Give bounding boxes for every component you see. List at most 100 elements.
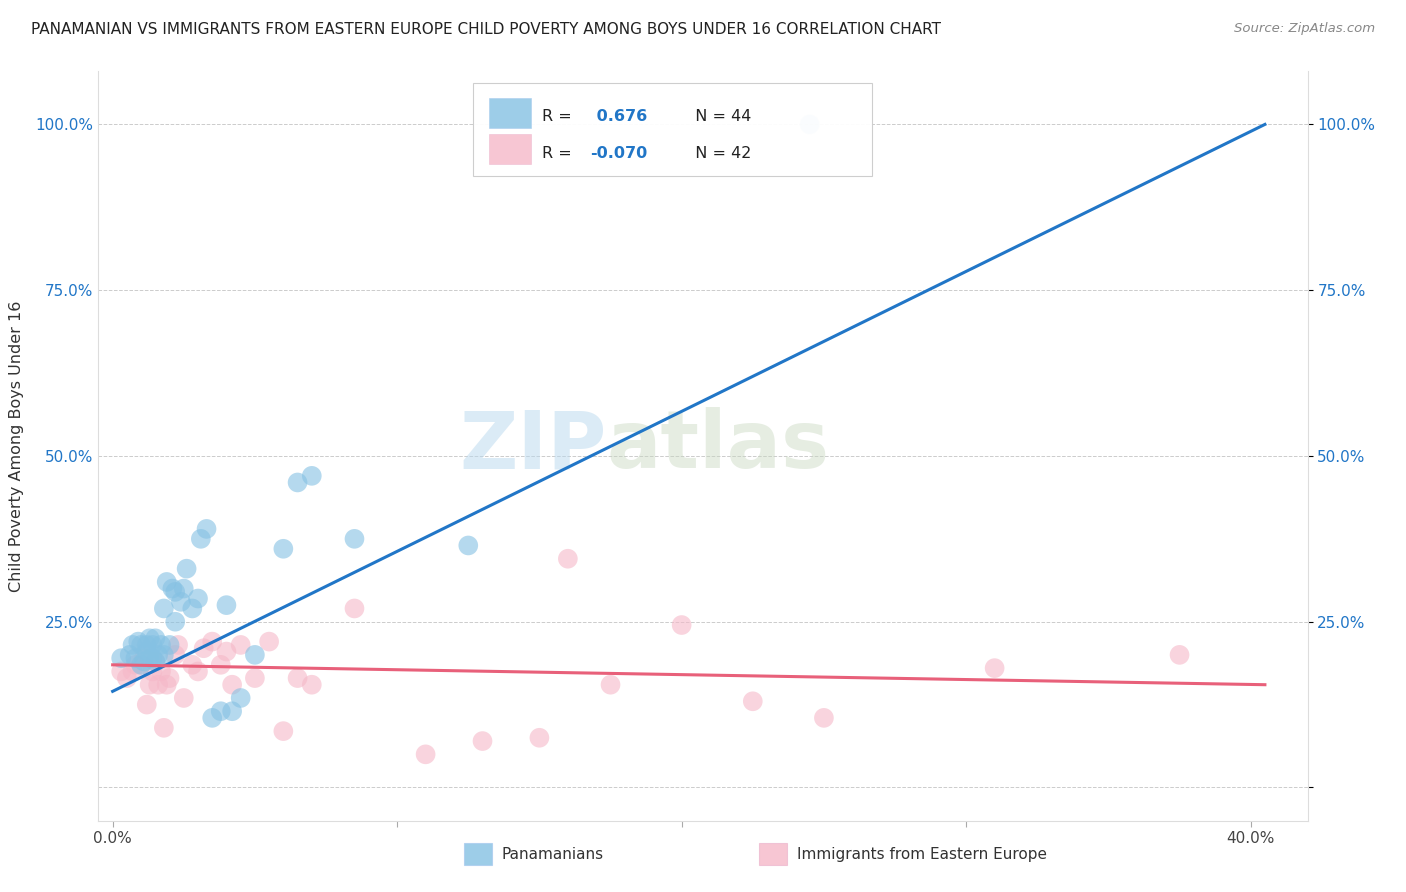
Point	[167, 638, 190, 652]
Point	[121, 638, 143, 652]
Point	[529, 731, 551, 745]
Point	[273, 724, 295, 739]
Point	[187, 591, 209, 606]
Text: N = 44: N = 44	[685, 109, 751, 124]
Point	[215, 644, 238, 658]
Text: Source: ZipAtlas.com: Source: ZipAtlas.com	[1234, 22, 1375, 36]
Point	[181, 601, 204, 615]
Text: PANAMANIAN VS IMMIGRANTS FROM EASTERN EUROPE CHILD POVERTY AMONG BOYS UNDER 16 C: PANAMANIAN VS IMMIGRANTS FROM EASTERN EU…	[31, 22, 941, 37]
FancyBboxPatch shape	[464, 843, 492, 865]
Point	[671, 618, 693, 632]
Point	[243, 648, 266, 662]
Text: N = 42: N = 42	[685, 146, 751, 161]
Point	[170, 595, 193, 609]
Text: Panamanians: Panamanians	[502, 847, 605, 862]
Point	[343, 532, 366, 546]
Point	[195, 522, 218, 536]
Point	[457, 539, 479, 553]
Point	[273, 541, 295, 556]
Text: 0.676: 0.676	[591, 109, 647, 124]
Point	[209, 657, 232, 672]
Point	[221, 704, 243, 718]
FancyBboxPatch shape	[759, 843, 787, 865]
Point	[162, 582, 184, 596]
Point	[118, 648, 141, 662]
Point	[141, 651, 163, 665]
Point	[165, 585, 187, 599]
Text: R =: R =	[543, 109, 576, 124]
Point	[1168, 648, 1191, 662]
Point	[129, 638, 152, 652]
Point	[146, 648, 169, 662]
Y-axis label: Child Poverty Among Boys Under 16: Child Poverty Among Boys Under 16	[10, 301, 24, 591]
Point	[138, 678, 160, 692]
Point	[209, 704, 232, 718]
Point	[187, 665, 209, 679]
Point	[135, 644, 157, 658]
Point	[150, 665, 173, 679]
Point	[124, 651, 146, 665]
Point	[121, 665, 143, 679]
Point	[132, 651, 155, 665]
Point	[181, 657, 204, 672]
Point	[153, 721, 176, 735]
Point	[146, 678, 169, 692]
Point	[135, 638, 157, 652]
Point	[301, 678, 323, 692]
Point	[110, 665, 132, 679]
Point	[471, 734, 494, 748]
Point	[243, 671, 266, 685]
FancyBboxPatch shape	[489, 97, 531, 128]
Point	[138, 632, 160, 646]
Point	[201, 634, 224, 648]
FancyBboxPatch shape	[489, 134, 531, 163]
Point	[287, 475, 309, 490]
Point	[741, 694, 763, 708]
Text: R =: R =	[543, 146, 576, 161]
Point	[173, 690, 195, 705]
Point	[159, 638, 181, 652]
Point	[153, 601, 176, 615]
Text: ZIP: ZIP	[458, 407, 606, 485]
Point	[287, 671, 309, 685]
Point	[115, 671, 138, 685]
Point	[129, 657, 152, 672]
Point	[156, 678, 179, 692]
Text: atlas: atlas	[606, 407, 830, 485]
Point	[141, 638, 163, 652]
Point	[799, 117, 821, 131]
Point	[257, 634, 280, 648]
Point	[129, 657, 152, 672]
Point	[127, 634, 149, 648]
Point	[229, 690, 252, 705]
Point	[599, 678, 621, 692]
Point	[143, 655, 166, 669]
Point	[156, 574, 179, 589]
Point	[150, 638, 173, 652]
Point	[176, 562, 198, 576]
Point	[138, 651, 160, 665]
Point	[153, 648, 176, 662]
Point	[190, 532, 212, 546]
Point	[343, 601, 366, 615]
Point	[173, 582, 195, 596]
Point	[229, 638, 252, 652]
FancyBboxPatch shape	[474, 83, 872, 177]
Point	[813, 711, 835, 725]
Point	[215, 598, 238, 612]
Point	[201, 711, 224, 725]
Point	[141, 665, 163, 679]
Point	[165, 648, 187, 662]
Point	[143, 655, 166, 669]
Point	[983, 661, 1005, 675]
Point	[110, 651, 132, 665]
Point	[132, 655, 155, 669]
Point	[124, 657, 146, 672]
Point	[143, 632, 166, 646]
Point	[301, 468, 323, 483]
Point	[193, 641, 215, 656]
Point	[135, 698, 157, 712]
Point	[221, 678, 243, 692]
Text: -0.070: -0.070	[591, 146, 648, 161]
Point	[159, 671, 181, 685]
